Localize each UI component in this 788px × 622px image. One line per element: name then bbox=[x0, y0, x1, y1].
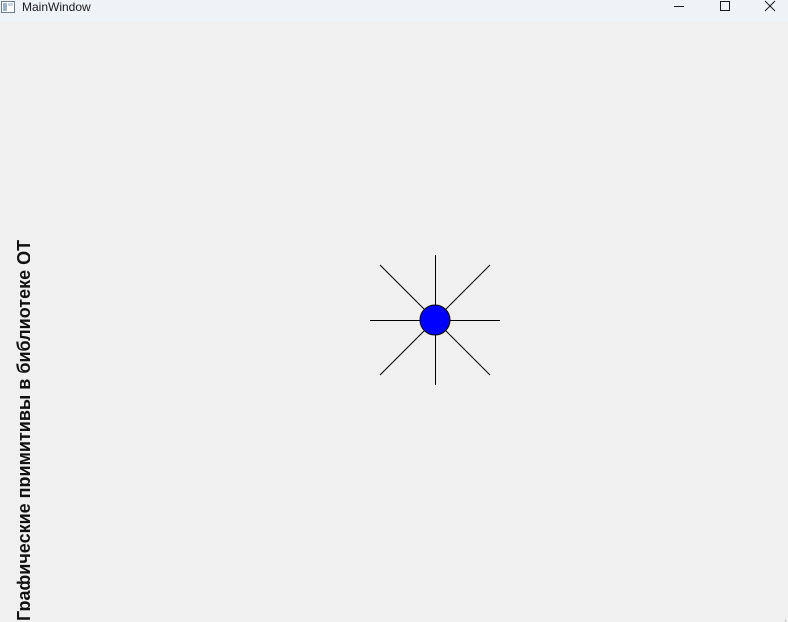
primitives-figure bbox=[370, 255, 500, 385]
drawing-canvas bbox=[0, 22, 788, 622]
minimize-button[interactable] bbox=[656, 0, 702, 22]
blue-circle bbox=[419, 304, 451, 336]
vertical-caption: Графические примитивы в библиотеке QT bbox=[14, 239, 34, 621]
resize-grip[interactable] bbox=[779, 613, 787, 621]
maximize-icon bbox=[720, 1, 730, 11]
close-button[interactable] bbox=[748, 0, 788, 22]
window-title: MainWindow bbox=[22, 0, 91, 14]
minimize-icon bbox=[674, 6, 684, 7]
title-bar[interactable]: MainWindow bbox=[0, 0, 788, 22]
app-icon[interactable] bbox=[1, 0, 15, 13]
close-icon bbox=[764, 0, 776, 12]
maximize-button[interactable] bbox=[702, 0, 748, 22]
